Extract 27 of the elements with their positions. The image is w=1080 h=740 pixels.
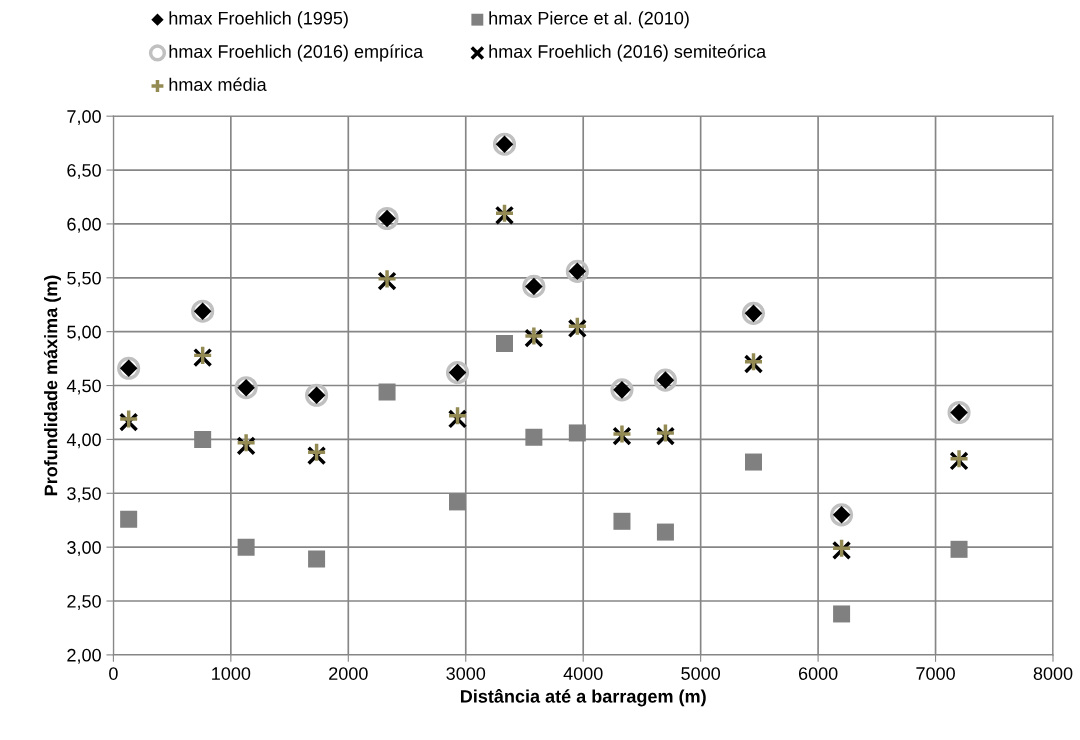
x-tick-label: 5000 [681, 667, 721, 680]
y-tick-label: 7,00 [67, 110, 101, 126]
legend-label: hmax Froehlich (1995) [169, 11, 348, 29]
y-tick-label: 3,00 [67, 541, 101, 557]
y-tick-label: 5,00 [67, 325, 101, 341]
y-tick-label: 6,00 [67, 217, 101, 233]
y-tick-label: 4,00 [66, 433, 101, 449]
y-tick-label: 4,50 [66, 379, 101, 395]
legend-label: hmax Froehlich (2016) empírica [169, 44, 424, 62]
x-tick-label: 6000 [798, 667, 838, 680]
x-tick-label: 4000 [563, 667, 603, 680]
x-tick-label: 7000 [916, 667, 955, 680]
legend-label: hmax Pierce et al. (2010) [489, 11, 689, 29]
x-tick-label: 0 [109, 667, 118, 680]
x-tick-label: 8000 [1033, 667, 1073, 680]
x-axis-title: Distância até a barragem (m) [460, 689, 706, 707]
x-tick-label: 3000 [446, 667, 486, 680]
y-tick-label: 3,50 [67, 487, 101, 503]
legend-label: hmax média [169, 77, 267, 91]
y-tick-label: 5,50 [67, 271, 101, 287]
y-axis-title: Profundidade máxima (m) [43, 275, 61, 496]
x-tick-label: 2000 [329, 667, 368, 680]
y-tick-label: 6,50 [67, 163, 101, 179]
x-tick-label: 1000 [212, 667, 251, 680]
legend-label: hmax Froehlich (2016) semiteórica [489, 44, 767, 62]
y-tick-label: 2,00 [67, 648, 101, 664]
y-tick-label: 2,50 [67, 594, 101, 610]
